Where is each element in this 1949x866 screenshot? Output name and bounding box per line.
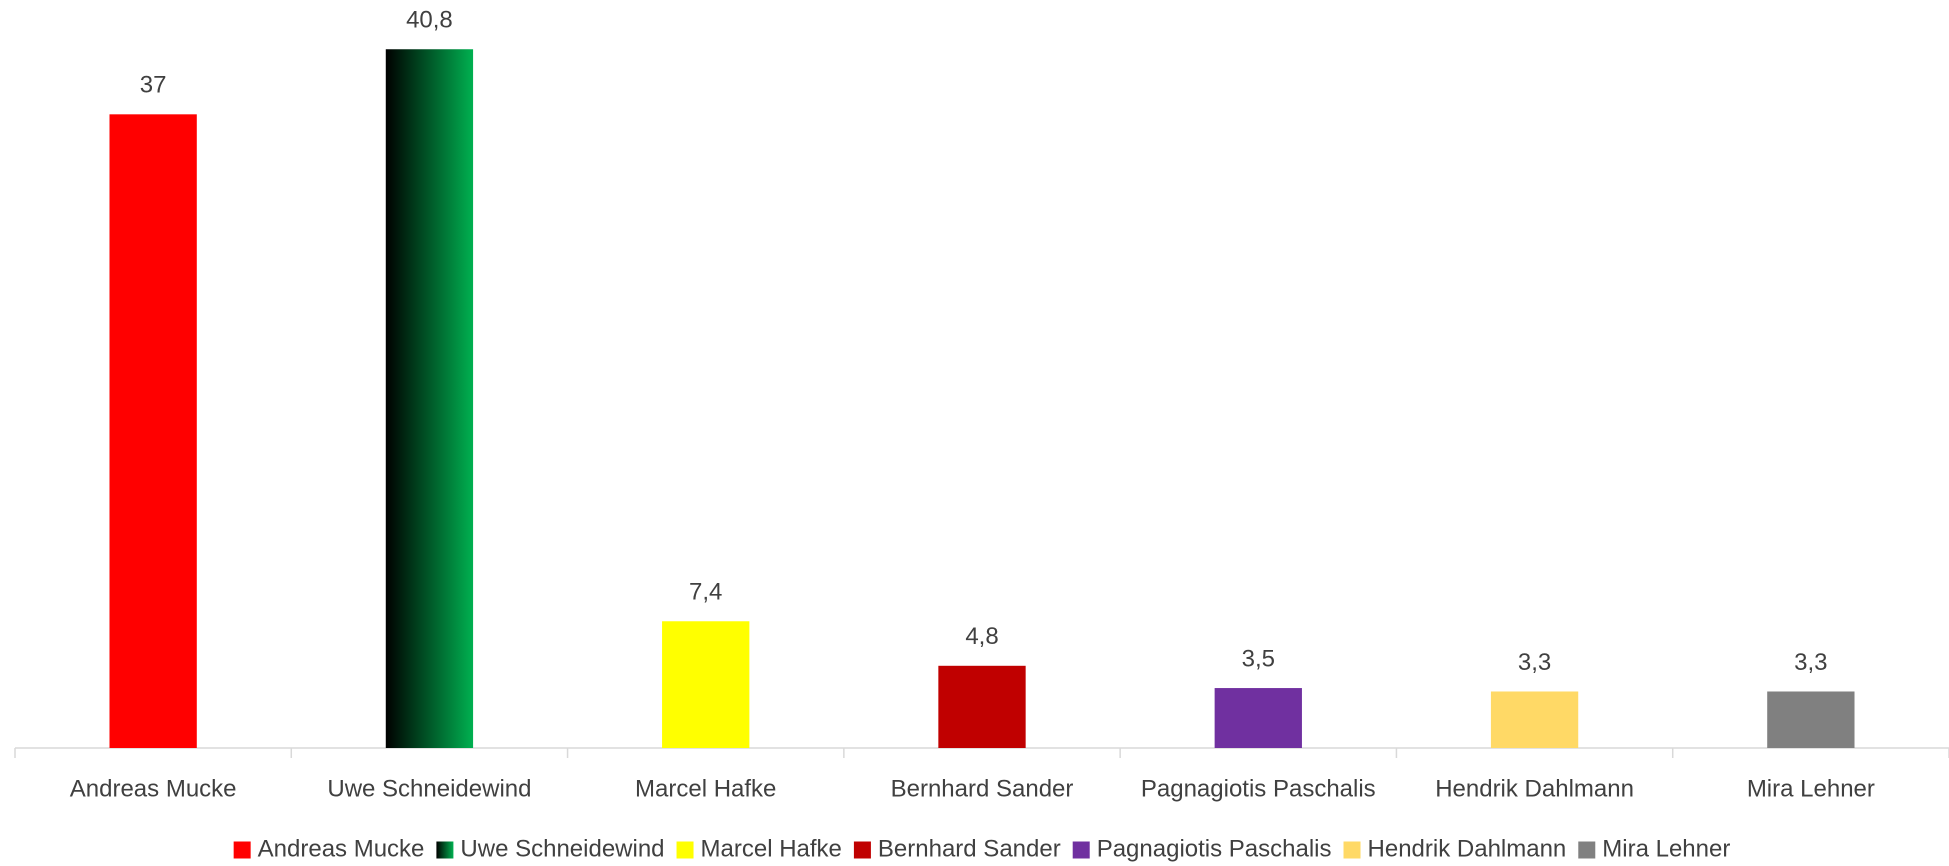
legend-swatch (1072, 841, 1090, 859)
legend-swatch (233, 841, 251, 859)
x-tick-label: Mira Lehner (1747, 775, 1875, 802)
data-label: 3,5 (1242, 645, 1275, 672)
bar (1490, 691, 1579, 748)
legend-swatch (676, 841, 694, 859)
legend-label: Andreas Mucke (258, 835, 425, 862)
x-tick-label: Hendrik Dahlmann (1435, 775, 1634, 802)
legend: Andreas Mucke Uwe Schneidewind Marcel Hafk… (233, 835, 1730, 862)
x-tick-label: Uwe Schneidewind (327, 775, 531, 802)
legend-label: Bernhard Sander (878, 835, 1061, 862)
data-label: 3,3 (1794, 649, 1827, 676)
x-tick-label: Andreas Mucke (70, 775, 237, 802)
data-label: 37 (140, 72, 167, 99)
legend-label: Uwe Schneidewind (460, 835, 664, 862)
legend-label: Hendrik Dahlmann (1368, 835, 1567, 862)
legend-label: Pagnagiotis Paschalis (1097, 835, 1332, 862)
x-tick-label: Bernhard Sander (891, 775, 1074, 802)
data-label: 40,8 (406, 7, 453, 34)
bar (1214, 688, 1302, 748)
legend-label: Mira Lehner (1602, 835, 1730, 862)
bar (1767, 691, 1855, 748)
data-label: 3,3 (1518, 649, 1551, 676)
data-label: 7,4 (689, 579, 722, 606)
legend-swatch (853, 841, 871, 859)
bar (109, 114, 197, 748)
bar (938, 665, 1026, 748)
legend-label: Marcel Hafke (701, 835, 842, 862)
bar (662, 621, 750, 748)
bar (385, 49, 474, 748)
legend-swatch (1578, 841, 1596, 859)
data-label: 4,8 (965, 623, 998, 650)
legend-swatch (436, 841, 454, 859)
x-tick-label: Marcel Hafke (635, 775, 776, 802)
x-tick-label: Pagnagiotis Paschalis (1141, 775, 1376, 802)
legend-swatch (1343, 841, 1361, 859)
